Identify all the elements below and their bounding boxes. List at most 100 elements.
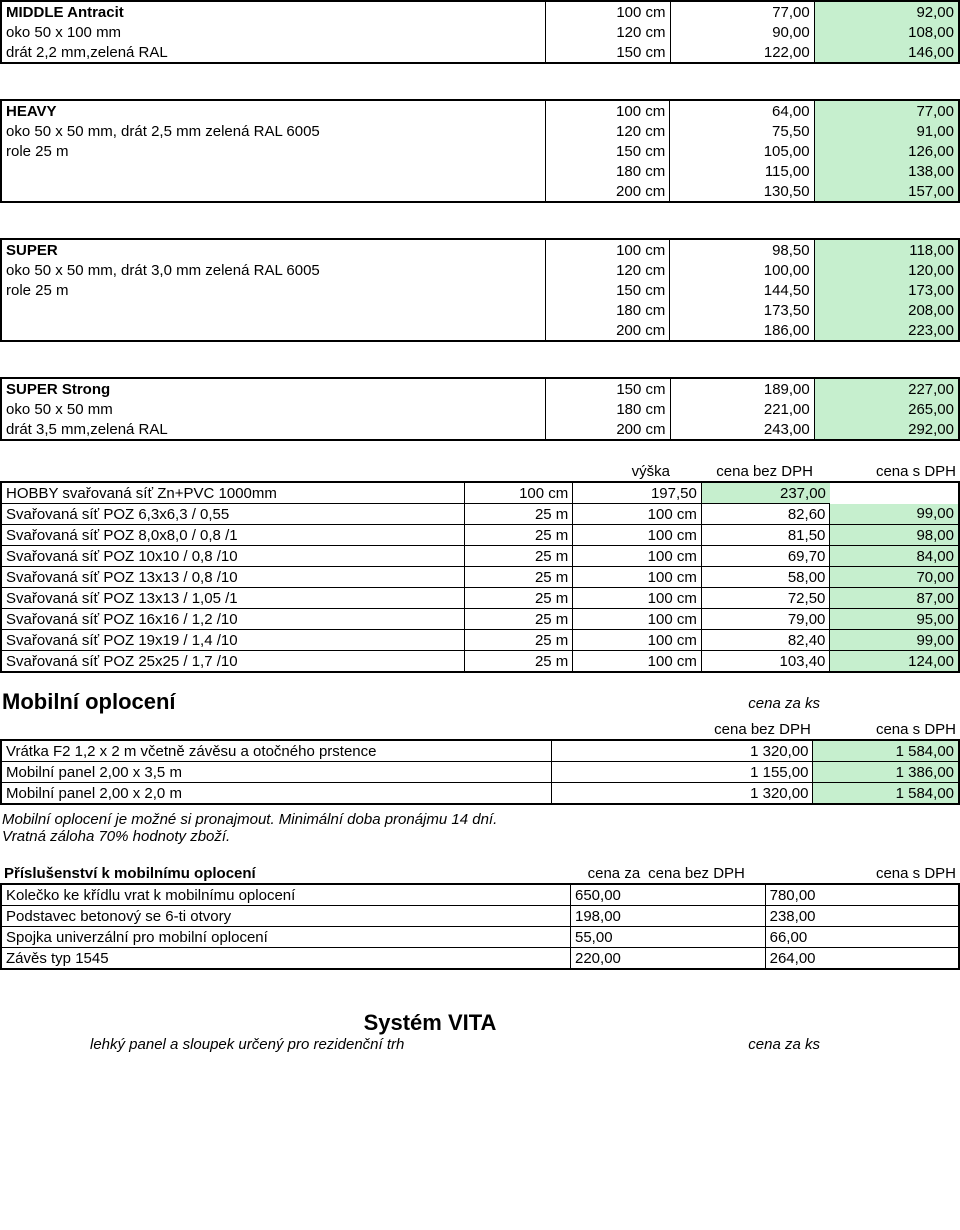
acc-name: Spojka univerzální pro mobilní oplocení	[2, 927, 571, 948]
cell: 120 cm	[545, 121, 669, 141]
cell: 292,00	[814, 419, 958, 439]
cell: 150 cm	[546, 379, 670, 399]
strong-block: SUPER Strong 150 cm 189,00 227,00 oko 50…	[0, 377, 960, 441]
mob-name: Vrátka F2 1,2 x 2 m včetně závěsu a otoč…	[2, 741, 552, 762]
acc-title: Příslušenství k mobilnímu oplocení	[0, 863, 549, 883]
cell: 84,00	[830, 546, 958, 567]
cell: 146,00	[814, 42, 958, 62]
cell: 100 cm	[573, 567, 702, 588]
cell: 25 m	[464, 651, 572, 672]
cell: 1 155,00	[552, 762, 813, 783]
cell: 180 cm	[545, 300, 669, 320]
heavy-block: HEAVY 100 cm 64,00 77,00 oko 50 x 50 mm,…	[0, 99, 960, 203]
vita-cenazaks: cena za ks	[748, 1036, 820, 1053]
mobilni-block: Vrátka F2 1,2 x 2 m včetně závěsu a otoč…	[0, 739, 960, 805]
cell: 265,00	[814, 399, 958, 419]
acc-name: Kolečko ke křídlu vrat k mobilnímu oploc…	[2, 885, 571, 906]
middle-table: MIDDLE Antracit 100 cm 77,00 92,00 oko 5…	[2, 2, 958, 62]
cell: 1 584,00	[813, 783, 958, 804]
empty	[2, 181, 545, 201]
cenazaks: cena za ks	[748, 695, 820, 712]
heavy-line2: oko 50 x 50 mm, drát 2,5 mm zelená RAL 6…	[2, 121, 545, 141]
cell: 25 m	[464, 609, 572, 630]
note1: Mobilní oplocení je možné si pronajmout.…	[2, 811, 960, 828]
cell: 66,00	[765, 927, 958, 948]
cell: 100 cm	[573, 525, 702, 546]
cell: 120,00	[814, 260, 958, 280]
cell: 1 386,00	[813, 762, 958, 783]
heavy-title: HEAVY	[2, 101, 545, 121]
mob-name: Mobilní panel 2,00 x 3,5 m	[2, 762, 552, 783]
mob-name: Mobilní panel 2,00 x 2,0 m	[2, 783, 552, 804]
cell: 100 cm	[573, 546, 702, 567]
cell: 780,00	[765, 885, 958, 906]
cell: 91,00	[814, 121, 958, 141]
empty	[0, 461, 447, 481]
cell: 25 m	[464, 546, 572, 567]
cell: 69,70	[701, 546, 830, 567]
cell: 100 cm	[573, 588, 702, 609]
cell: 124,00	[830, 651, 958, 672]
cell: 221,00	[670, 399, 814, 419]
cell: 82,60	[701, 504, 830, 525]
acc-block: Kolečko ke křídlu vrat k mobilnímu oploc…	[0, 883, 960, 970]
cell: 650,00	[571, 885, 766, 906]
middle-block: MIDDLE Antracit 100 cm 77,00 92,00 oko 5…	[0, 0, 960, 64]
acc-table: Kolečko ke křídlu vrat k mobilnímu oploc…	[2, 885, 958, 968]
cell: 108,00	[814, 22, 958, 42]
cell: 227,00	[814, 379, 958, 399]
cell: 150 cm	[546, 42, 670, 62]
cell: 95,00	[830, 609, 958, 630]
cell: 99,00	[830, 630, 958, 651]
super-line3: role 25 m	[2, 280, 545, 300]
cell: 100 cm	[573, 609, 702, 630]
super-title: SUPER	[2, 240, 545, 260]
cell: 197,50	[573, 483, 702, 504]
heavy-table: HEAVY 100 cm 64,00 77,00 oko 50 x 50 mm,…	[2, 101, 958, 201]
mesh-name: Svařovaná síť POZ 25x25 / 1,7 /10	[2, 651, 464, 672]
cell: 1 584,00	[813, 741, 958, 762]
heavy-line3: role 25 m	[2, 141, 545, 161]
acc-bez: cena bez DPH	[644, 863, 816, 883]
super-line2: oko 50 x 50 mm, drát 3,0 mm zelená RAL 6…	[2, 260, 545, 280]
mesh-name: Svařovaná síť POZ 19x19 / 1,4 /10	[2, 630, 464, 651]
cell: 90,00	[670, 22, 814, 42]
cell: 100 cm	[464, 483, 572, 504]
super-table: SUPER 100 cm 98,50 118,00 oko 50 x 50 mm…	[2, 240, 958, 340]
cell: 180 cm	[545, 161, 669, 181]
hdr-s: cena s DPH	[815, 719, 960, 739]
cell: 186,00	[670, 320, 814, 340]
cell: 103,40	[701, 651, 830, 672]
cell: 118,00	[814, 240, 958, 260]
mesh-name: Svařovaná síť POZ 6,3x6,3 / 0,55	[2, 504, 464, 525]
empty	[2, 300, 545, 320]
cell: 120 cm	[545, 260, 669, 280]
cell: 81,50	[701, 525, 830, 546]
cell: 87,00	[830, 588, 958, 609]
mesh-name: Svařovaná síť POZ 8,0x8,0 / 0,8 /1	[2, 525, 464, 546]
acc-name: Závěs typ 1545	[2, 948, 571, 969]
cell: 122,00	[670, 42, 814, 62]
mesh-name: Svařovaná síť POZ 13x13 / 1,05 /1	[2, 588, 464, 609]
mobilni-subhdr: cena bez DPH cena s DPH	[0, 719, 960, 739]
cell: 98,50	[670, 240, 814, 260]
cell: 223,00	[814, 320, 958, 340]
strong-table: SUPER Strong 150 cm 189,00 227,00 oko 50…	[2, 379, 958, 439]
cell: 25 m	[464, 630, 572, 651]
cell: 58,00	[701, 567, 830, 588]
cell: 100 cm	[546, 2, 670, 22]
cell: 157,00	[814, 181, 958, 201]
cell: 82,40	[701, 630, 830, 651]
cell: 75,50	[670, 121, 814, 141]
mesh-name: Svařovaná síť POZ 13x13 / 0,8 /10	[2, 567, 464, 588]
cell: 100 cm	[545, 240, 669, 260]
vita-row: lehký panel a sloupek určený pro reziden…	[0, 1036, 960, 1053]
mesh-table: HOBBY svařovaná síť Zn+PVC 1000mm 100 cm…	[2, 483, 958, 671]
middle-line2: oko 50 x 100 mm	[2, 22, 546, 42]
cell: 100 cm	[573, 651, 702, 672]
acc-header: Příslušenství k mobilnímu oplocení cena …	[0, 863, 960, 883]
acc-s: cena s DPH	[816, 863, 960, 883]
cell: 189,00	[670, 379, 814, 399]
cell: 100,00	[670, 260, 814, 280]
cell: 220,00	[571, 948, 766, 969]
